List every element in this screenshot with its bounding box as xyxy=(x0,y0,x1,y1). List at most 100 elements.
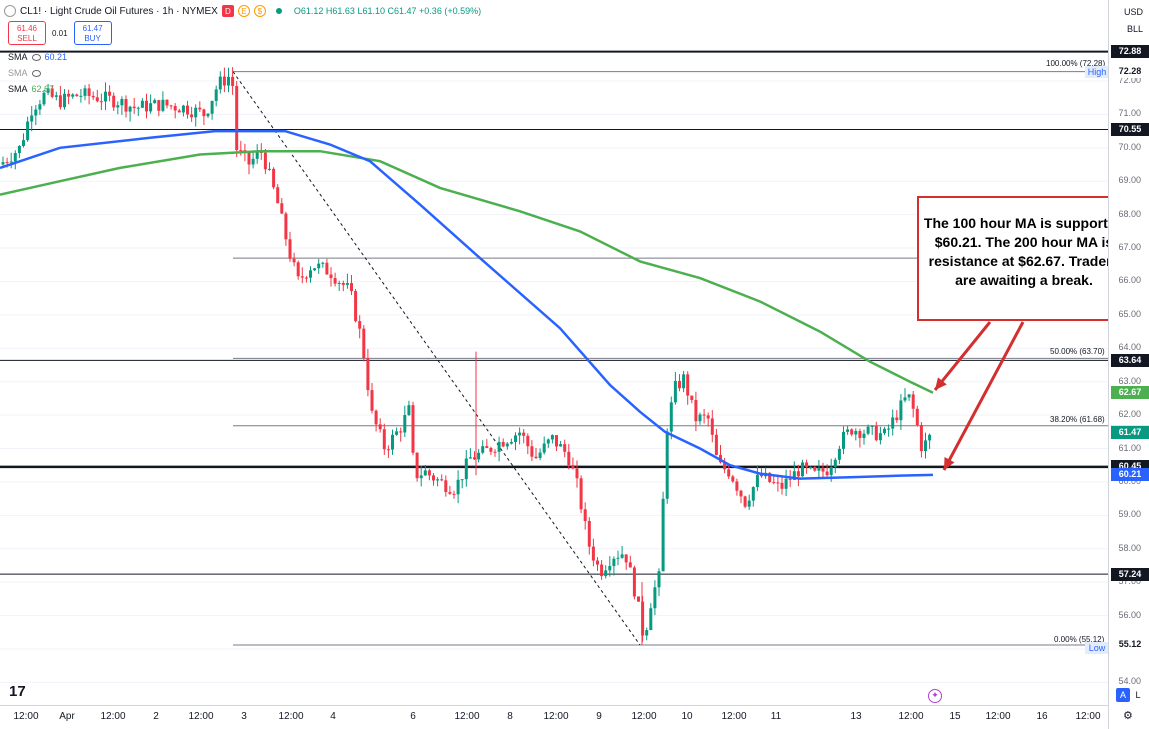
market-closed-icon[interactable]: D xyxy=(221,5,234,17)
candle-body xyxy=(321,262,325,264)
sma-200-line xyxy=(0,149,934,394)
candle-body xyxy=(682,374,686,389)
assistant-icon[interactable]: ✦ xyxy=(928,689,942,703)
annotation-callout[interactable]: The 100 hour MA is support at $60.21. Th… xyxy=(917,196,1131,321)
candle-body xyxy=(641,601,645,636)
candle-body xyxy=(91,95,95,98)
candle-body xyxy=(317,263,321,269)
dividend-icon[interactable]: E xyxy=(237,5,250,17)
candle-body xyxy=(801,462,804,477)
price-chart-area[interactable] xyxy=(0,0,1108,705)
candle-body xyxy=(903,397,907,401)
time-tick-label: 12:00 xyxy=(278,711,304,722)
candle-body xyxy=(788,478,792,480)
price-tag: 57.24 xyxy=(1111,567,1149,581)
candle-body xyxy=(169,105,173,107)
candle-body xyxy=(489,447,493,452)
candle-body xyxy=(919,425,923,452)
candle-body xyxy=(337,282,341,284)
tradingview-logo[interactable]: 17 xyxy=(9,683,26,700)
candle-body xyxy=(378,424,382,430)
candle-body xyxy=(784,478,788,489)
candle-body xyxy=(222,76,226,86)
time-tick-label: Apr xyxy=(59,711,75,722)
log-scale-button[interactable]: L xyxy=(1135,690,1141,700)
price-tick-label: 59.00 xyxy=(1118,509,1141,520)
spread-value: 0.01 xyxy=(52,28,68,38)
currency-icon[interactable]: $ xyxy=(253,5,266,17)
candle-body xyxy=(555,435,558,447)
currency-selector[interactable]: USD xyxy=(1123,7,1143,17)
candle-body xyxy=(391,434,394,450)
candle-body xyxy=(116,105,120,108)
candle-body xyxy=(780,482,784,489)
candle-body xyxy=(604,570,608,577)
candle-body xyxy=(358,321,362,329)
sell-button[interactable]: 61.46 SELL xyxy=(8,21,46,45)
candle-body xyxy=(776,482,780,484)
eye-icon[interactable] xyxy=(31,53,41,61)
price-chart[interactable] xyxy=(0,0,1108,705)
candle-body xyxy=(30,115,34,122)
candle-body xyxy=(366,358,370,391)
candle-body xyxy=(743,496,747,507)
candle-body xyxy=(542,443,546,453)
unit-selector[interactable]: BLL xyxy=(1126,24,1143,34)
sell-price: 61.46 xyxy=(16,24,38,33)
candle-body xyxy=(657,571,661,588)
fib-label-38: 38.20% (61.68) xyxy=(1050,415,1105,424)
candle-body xyxy=(911,394,915,409)
price-tick-label: 71.00 xyxy=(1118,108,1141,119)
symbol-title[interactable]: CL1! · Light Crude Oil Futures · 1h · NY… xyxy=(20,5,218,17)
candle-body xyxy=(760,474,763,477)
auto-scale-button[interactable]: A xyxy=(1116,688,1130,702)
indicator-sma-hidden[interactable]: SMA xyxy=(8,68,41,78)
candle-body xyxy=(75,94,79,97)
candle-body xyxy=(329,274,333,279)
candle-body xyxy=(809,467,813,469)
indicator-sma-100[interactable]: SMA 60.21 xyxy=(8,52,67,62)
time-tick-label: 12:00 xyxy=(631,711,657,722)
candle-body xyxy=(665,431,669,499)
eye-off-icon[interactable] xyxy=(31,69,41,77)
buy-label: BUY xyxy=(84,34,101,43)
candle-body xyxy=(120,99,124,106)
candle-body xyxy=(276,187,280,204)
time-tick-label: 11 xyxy=(770,711,782,722)
indicator-sma-200[interactable]: SMA 62.67 xyxy=(8,84,54,94)
candle-body xyxy=(895,417,899,421)
price-axis[interactable]: USD BLL 72.00 71.00 70.00 69.00 68.00 67.00 66… xyxy=(1108,0,1149,729)
candle-body xyxy=(395,431,399,435)
candle-body xyxy=(924,440,927,452)
candle-body xyxy=(87,88,91,96)
candle-body xyxy=(448,492,452,494)
candle-body xyxy=(596,560,599,565)
time-axis[interactable]: 12:00 Apr 12:00 2 12:00 3 12:00 4 6 12:00 8 12:00 9 1… xyxy=(0,705,1108,729)
candle-body xyxy=(354,291,358,322)
buy-button[interactable]: 61.47 BUY xyxy=(73,21,112,45)
price-tag: 61.47 xyxy=(1111,426,1149,440)
settings-gear-icon[interactable]: ⚙ xyxy=(1123,710,1133,722)
candle-body xyxy=(686,374,690,396)
candle-body xyxy=(415,452,419,479)
candle-body xyxy=(460,479,464,481)
candle-body xyxy=(79,95,83,97)
time-tick-label: 12:00 xyxy=(1075,711,1101,722)
price-tick-label: 66.00 xyxy=(1118,275,1141,286)
candle-body xyxy=(432,475,435,481)
candle-body xyxy=(862,433,866,438)
candle-body xyxy=(181,105,185,113)
candle-body xyxy=(837,448,841,460)
candle-body xyxy=(136,107,140,109)
candle-body xyxy=(386,449,390,451)
price-tick-label: 63.00 xyxy=(1118,375,1141,386)
candle-body xyxy=(206,113,210,117)
candle-body xyxy=(694,400,698,422)
candle-body xyxy=(313,268,317,271)
candle-body xyxy=(5,162,9,164)
candle-body xyxy=(67,93,71,97)
candle-body xyxy=(608,565,612,571)
indicator-label: SMA xyxy=(8,84,28,94)
symbol-logo-icon xyxy=(4,5,16,17)
candle-body xyxy=(50,88,54,97)
